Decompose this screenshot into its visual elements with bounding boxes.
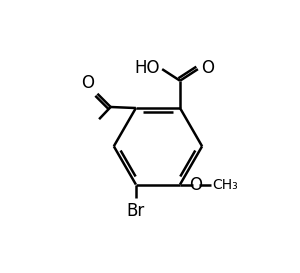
Text: HO: HO — [134, 59, 160, 77]
Text: O: O — [189, 176, 202, 194]
Text: O: O — [81, 74, 94, 92]
Text: Br: Br — [127, 202, 145, 220]
Text: O: O — [201, 59, 214, 77]
Text: CH₃: CH₃ — [213, 177, 238, 191]
